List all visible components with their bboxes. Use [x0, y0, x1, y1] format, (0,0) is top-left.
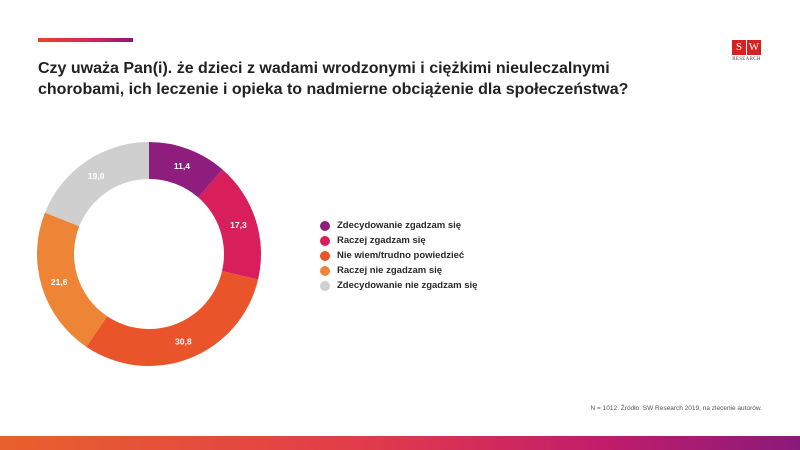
chart-legend: Zdecydowanie zgadzam się Raczej zgadzam s…	[320, 218, 477, 293]
source-footnote: N = 1012. Źródło: SW Research 2019, na z…	[590, 405, 762, 412]
donut-slice	[86, 271, 259, 367]
top-accent-line	[38, 38, 133, 42]
slice-value-label: 17,3	[230, 220, 247, 230]
sw-research-logo: S W RESEARCH	[732, 40, 762, 70]
legend-label: Raczej nie zgadzam się	[337, 265, 443, 276]
donut-slice	[44, 142, 150, 227]
bottom-gradient-bar	[0, 436, 800, 450]
slice-value-label: 19,0	[88, 171, 105, 181]
legend-swatch	[320, 280, 330, 291]
slice-value-label: 21,6	[51, 277, 68, 287]
legend-label: Nie wiem/trudno powiedzieć	[337, 250, 465, 261]
legend-item: Zdecydowanie nie zgadzam się	[320, 278, 477, 293]
legend-label: Zdecydowanie nie zgadzam się	[337, 280, 478, 291]
legend-swatch	[320, 250, 330, 261]
legend-item: Raczej nie zgadzam się	[320, 263, 477, 278]
logo-subtitle: RESEARCH	[732, 57, 761, 62]
legend-label: Raczej zgadzam się	[337, 235, 426, 246]
legend-swatch	[320, 220, 330, 231]
legend-swatch	[320, 235, 330, 246]
donut-slice	[36, 212, 108, 347]
logo-letter-w: W	[747, 40, 761, 55]
legend-item: Nie wiem/trudno powiedzieć	[320, 248, 477, 263]
donut-slice	[149, 142, 223, 198]
logo-letter-s: S	[732, 40, 746, 55]
legend-item: Raczej zgadzam się	[320, 233, 477, 248]
slice-value-label: 30,8	[175, 337, 192, 347]
legend-item: Zdecydowanie zgadzam się	[320, 218, 477, 233]
slice-value-label: 11,4	[174, 161, 190, 171]
legend-label: Zdecydowanie zgadzam się	[337, 220, 462, 231]
legend-swatch	[320, 265, 330, 276]
page-title: Czy uważa Pan(i). że dzieci z wadami wro…	[38, 60, 629, 98]
donut-slice	[198, 169, 262, 280]
